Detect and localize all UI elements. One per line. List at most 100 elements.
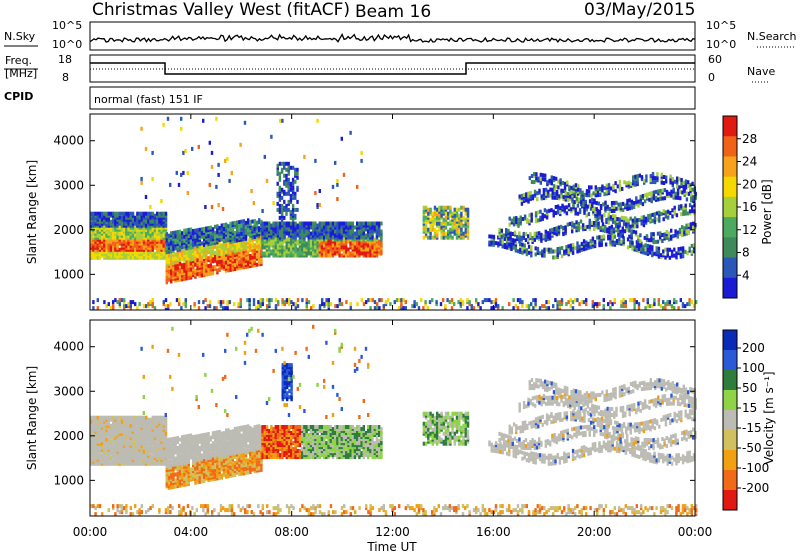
range-gate-cell: [296, 199, 299, 204]
range-gate-cell: [186, 191, 189, 195]
range-gate-cell: [651, 218, 654, 223]
range-gate-cell: [564, 225, 567, 230]
range-gate-cell: [238, 224, 241, 229]
range-gate-cell: [651, 212, 654, 217]
range-gate-cell: [466, 306, 469, 311]
range-gate-cell: [116, 211, 119, 216]
range-gate-cell: [238, 228, 241, 233]
range-gate-cell: [646, 304, 649, 309]
range-gate-cell: [647, 214, 650, 219]
range-gate-cell: [488, 234, 491, 239]
range-gate-cell: [575, 196, 579, 201]
range-gate-cell: [291, 165, 295, 170]
range-gate-cell: [162, 211, 165, 216]
range-gate-cell: [96, 215, 99, 220]
range-gate-cell: [618, 187, 622, 192]
range-gate-cell: [607, 220, 610, 225]
range-gate-cell: [402, 306, 405, 311]
range-gate-cell: [676, 176, 679, 181]
range-gate-cell: [349, 251, 352, 256]
range-gate-cell: [464, 217, 467, 222]
range-gate-cell: [560, 254, 564, 259]
range-gate-cell: [532, 306, 535, 311]
range-gate-cell: [187, 268, 190, 272]
range-gate-cell: [294, 195, 297, 200]
range-gate-cell: [183, 262, 186, 267]
range-gate-cell: [637, 245, 641, 249]
range-gate-cell: [244, 252, 248, 257]
range-gate-cell: [429, 227, 432, 232]
range-gate-cell: [218, 225, 221, 230]
range-gate-cell: [684, 203, 687, 208]
range-gate-cell: [585, 302, 588, 307]
range-gate-cell: [373, 221, 376, 226]
range-gate-cell: [360, 225, 363, 230]
range-gate-cell: [318, 189, 321, 193]
range-gate-cell: [613, 298, 616, 303]
range-gate-cell: [183, 276, 186, 281]
range-gate-cell: [105, 304, 108, 309]
range-gate-cell: [549, 187, 552, 192]
range-gate-cell: [320, 245, 324, 250]
range-gate-cell: [444, 304, 447, 309]
range-gate-cell: [629, 244, 632, 248]
range-gate-cell: [298, 221, 302, 226]
range-gate-cell: [371, 235, 374, 240]
range-gate-cell: [175, 170, 178, 175]
range-gate-cell: [114, 211, 117, 216]
range-gate-cell: [129, 211, 132, 216]
range-gate-cell: [676, 230, 679, 235]
range-gate-cell: [136, 243, 139, 248]
range-gate-cell: [678, 227, 682, 232]
range-gate-cell: [251, 255, 254, 260]
range-gate-cell: [648, 244, 652, 249]
range-gate-cell: [652, 232, 655, 237]
range-gate-cell: [552, 304, 555, 309]
range-gate-cell: [215, 306, 218, 311]
range-gate-cell: [512, 245, 515, 250]
range-gate-cell: [415, 302, 418, 307]
range-gate-cell: [356, 302, 359, 307]
range-gate-cell: [516, 306, 520, 311]
range-gate-cell: [523, 243, 526, 248]
range-gate-cell: [134, 215, 137, 220]
range-gate-cell: [545, 306, 548, 311]
range-gate-cell: [353, 251, 357, 256]
range-gate-cell: [118, 419, 121, 424]
range-gate-cell: [291, 217, 295, 222]
range-gate-cell: [664, 214, 668, 219]
range-gate-cell: [292, 221, 295, 226]
range-gate-cell: [576, 249, 579, 254]
range-gate-cell: [688, 302, 691, 307]
range-gate-cell: [131, 451, 135, 456]
range-gate-cell: [640, 175, 644, 180]
range-gate-cell: [450, 298, 454, 303]
range-gate-cell: [105, 253, 108, 258]
range-gate-cell: [429, 207, 432, 212]
range-gate-cell: [375, 231, 379, 236]
range-gate-cell: [125, 304, 128, 309]
range-gate-cell: [553, 227, 556, 231]
range-gate-cell: [378, 239, 381, 244]
range-gate-cell: [125, 429, 128, 434]
range-gate-cell: [433, 205, 437, 210]
range-gate-cell: [654, 189, 658, 194]
range-gate-cell: [334, 160, 337, 165]
range-gate-cell: [512, 222, 516, 227]
range-gate-cell: [301, 243, 304, 248]
range-gate-cell: [676, 195, 680, 200]
range-gate-cell: [153, 306, 157, 311]
range-gate-cell: [607, 216, 610, 221]
range-gate-cell: [544, 191, 548, 196]
range-gate-cell: [444, 211, 448, 216]
range-gate-cell: [138, 245, 141, 250]
range-gate-cell: [591, 201, 594, 206]
range-gate-cell: [675, 300, 678, 305]
range-gate-cell: [292, 302, 295, 307]
range-gate-cell: [541, 212, 544, 217]
range-gate-cell: [609, 300, 612, 305]
range-gate-cell: [612, 183, 615, 188]
range-gate-cell: [140, 211, 143, 216]
range-gate-cell: [605, 189, 608, 194]
range-gate-cell: [189, 235, 193, 240]
